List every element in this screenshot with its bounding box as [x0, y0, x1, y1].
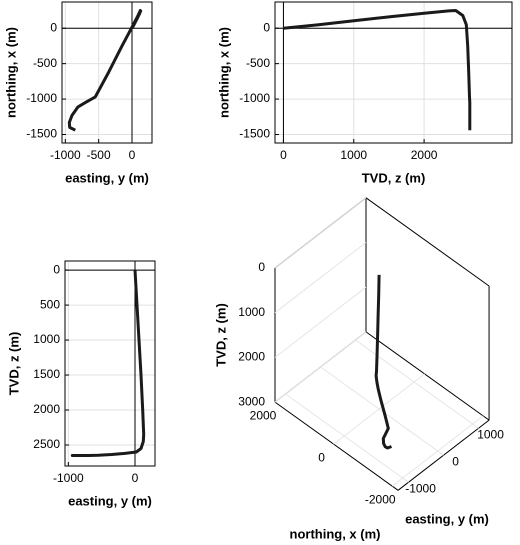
y-axis-label: northing, x (m) — [3, 27, 18, 118]
y-tick-label: 0 — [263, 20, 270, 34]
y-tick-label: 0 — [452, 454, 459, 468]
y-tick-label: 1000 — [33, 332, 60, 346]
y-tick-label: 1000 — [477, 427, 504, 441]
x-axis-label: easting, y (m) — [68, 493, 152, 508]
y-tick-label: 0 — [50, 20, 57, 34]
x-tick-label: -500 — [87, 148, 111, 162]
y-tick-label: -1000 — [26, 91, 57, 105]
y-tick-label: 1500 — [33, 367, 60, 381]
y-tick-label: 500 — [40, 297, 60, 311]
trajectory-line — [283, 9, 472, 131]
trajectory-line — [70, 270, 146, 457]
grid-line — [355, 339, 479, 429]
y-axis-label: TVD, z (m) — [6, 332, 21, 396]
grid-line — [274, 286, 367, 358]
grid-line — [285, 393, 409, 483]
x-tick-label: -1000 — [50, 148, 81, 162]
y-tick-label: -1500 — [26, 127, 57, 141]
axes-box — [61, 1, 153, 144]
x-axis-label: northing, x (m) — [290, 526, 381, 541]
x-axis-label: easting, y (m) — [65, 170, 149, 185]
x-tick-label: 2000 — [411, 148, 438, 162]
grid-line — [274, 197, 367, 269]
grid-line — [274, 242, 367, 314]
trajectory-line — [374, 274, 393, 450]
grid-line — [320, 366, 444, 456]
x-tick-label: 2000 — [250, 408, 277, 422]
x-tick-label: -1000 — [53, 471, 84, 485]
x-tick-label: 0 — [318, 450, 325, 464]
y-tick-label: -1500 — [239, 127, 270, 141]
y-tick-label: -1000 — [239, 91, 270, 105]
z-tick-label: 1000 — [238, 305, 265, 319]
z-tick-label: 0 — [258, 260, 265, 274]
box-edge — [365, 331, 490, 421]
x-tick-label: 0 — [132, 471, 139, 485]
z-tick-label: 2000 — [238, 350, 265, 364]
plot-area — [275, 2, 512, 143]
y-tick-label: -500 — [33, 56, 57, 70]
y-tick-label: -500 — [246, 56, 270, 70]
y-axis-label: easting, y (m) — [405, 511, 489, 526]
y-tick-label: 2000 — [33, 402, 60, 416]
y-tick-label: -1000 — [405, 481, 436, 495]
y-tick-label: 2500 — [33, 437, 60, 451]
z-axis-label: TVD, z (m) — [213, 303, 228, 367]
z-tick-label: 3000 — [238, 394, 265, 408]
axes-box — [274, 1, 513, 144]
x-axis-label: TVD, z (m) — [362, 170, 426, 185]
x-tick-label: 1000 — [340, 148, 367, 162]
box-edge — [365, 197, 490, 287]
y-tick-label: 0 — [53, 262, 60, 276]
axes-box — [64, 260, 156, 467]
box-edge — [274, 401, 399, 491]
y-axis-label: northing, x (m) — [216, 27, 231, 118]
x-tick-label: 0 — [129, 148, 136, 162]
trajectory-line — [67, 9, 143, 132]
x-tick-label: 0 — [280, 148, 287, 162]
x-tick-label: -2000 — [365, 492, 396, 506]
